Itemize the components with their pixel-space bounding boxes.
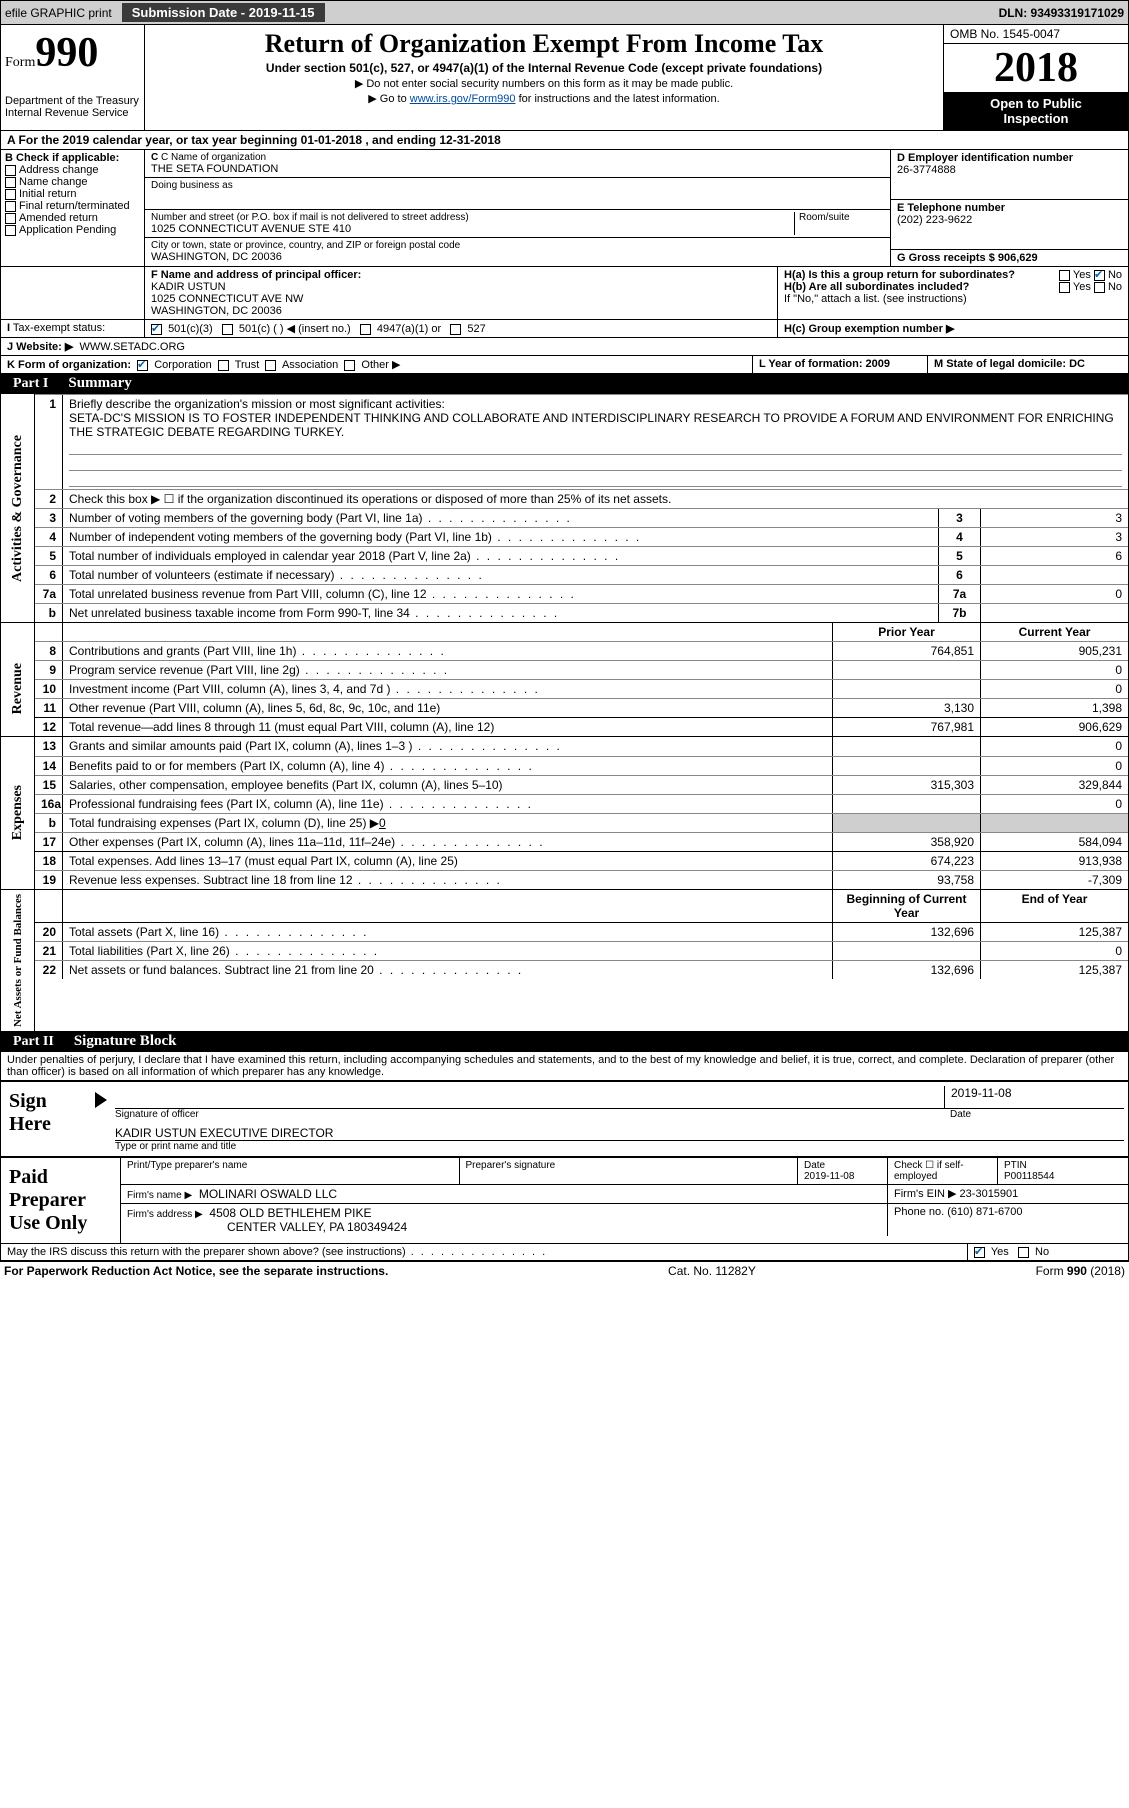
submission-date-pill: Submission Date - 2019-11-15 [122,3,325,22]
box-h: H(a) Is this a group return for subordin… [778,267,1128,319]
paid-preparer-block: Paid Preparer Use Only Print/Type prepar… [1,1156,1128,1243]
ha-no-checkbox[interactable] [1094,270,1105,281]
dept-label: Department of the Treasury Internal Reve… [5,95,140,119]
footer-row: For Paperwork Reduction Act Notice, see … [0,1261,1129,1280]
cb-amended-return[interactable]: Amended return [5,212,140,224]
omb-number: OMB No. 1545-0047 [944,25,1128,44]
form-body: Form990 Department of the Treasury Inter… [0,25,1129,1261]
public-inspection-box: Open to Public Inspection [944,92,1128,130]
sign-here-block: Sign Here 2019-11-08 Signature of office… [1,1080,1128,1156]
cb-address-change[interactable]: Address change [5,164,140,176]
form-number: 990 [35,30,98,76]
form-title: Return of Organization Exempt From Incom… [153,29,935,59]
prior-current-header: Prior Year Current Year [1,622,1128,641]
officer-name: KADIR USTUN EXECUTIVE DIRECTOR [115,1126,1124,1141]
penalties-text: Under penalties of perjury, I declare th… [1,1052,1128,1080]
summary-activities-block: Activities & Governance 1 Briefly descri… [1,394,1128,622]
discuss-row: May the IRS discuss this return with the… [1,1243,1128,1260]
box-f: F Name and address of principal officer:… [145,267,778,319]
cb-corporation[interactable] [137,360,148,371]
form-header: Form990 Department of the Treasury Inter… [1,25,1128,130]
cb-final-return[interactable]: Final return/terminated [5,200,140,212]
activities-label: Activities & Governance [8,431,28,586]
cb-501c3[interactable] [151,324,162,335]
summary-expenses-block: Expenses 13Grants and similar amounts pa… [1,736,1128,889]
website-value: WWW.SETADC.ORG [79,341,185,353]
org-city: WASHINGTON, DC 20036 [151,251,884,263]
box-c: C C Name of organization THE SETA FOUNDA… [145,150,890,266]
instr-2: ▶ Go to www.irs.gov/Form990 for instruct… [153,92,935,105]
part1-bar: Part I Summary [1,373,1128,394]
dln-label: DLN: 93493319171029 [999,6,1124,20]
summary-netassets-block: Net Assets or Fund Balances Beginning of… [1,889,1128,1031]
efile-label: efile GRAPHIC print [5,6,112,20]
efile-topbar: efile GRAPHIC print Submission Date - 20… [0,0,1129,25]
tax-year: 2018 [944,44,1128,92]
website-row: J Website: ▶ WWW.SETADC.ORG [1,337,1128,355]
summary-revenue-block: Revenue 8Contributions and grants (Part … [1,641,1128,736]
org-street: 1025 CONNECTICUT AVENUE STE 410 [151,223,794,235]
cb-name-change[interactable]: Name change [5,176,140,188]
box-b: B Check if applicable: Address change Na… [1,150,145,266]
cb-initial-return[interactable]: Initial return [5,188,140,200]
tax-exempt-row: I Tax-exempt status: 501(c)(3) 501(c) ( … [1,319,1128,337]
org-name: THE SETA FOUNDATION [151,163,884,175]
sign-arrow-icon [95,1092,107,1108]
mission-text: SETA-DC'S MISSION IS TO FOSTER INDEPENDE… [69,411,1114,439]
org-info-row: B Check if applicable: Address change Na… [1,149,1128,266]
cb-application-pending[interactable]: Application Pending [5,224,140,236]
form990-link[interactable]: www.irs.gov/Form990 [410,93,516,105]
form-prefix: Form [5,55,35,70]
period-row: A For the 2019 calendar year, or tax yea… [1,130,1128,149]
ein-value: 26-3774888 [897,164,1122,176]
officer-group-row: F Name and address of principal officer:… [1,266,1128,319]
part2-bar: Part II Signature Block [1,1031,1128,1052]
gross-receipts: G Gross receipts $ 906,629 [891,250,1128,266]
phone-value: (202) 223-9622 [897,214,1122,226]
k-l-m-row: K Form of organization: Corporation Trus… [1,355,1128,373]
instr-1: ▶ Do not enter social security numbers o… [153,77,935,90]
box-d-e-g: D Employer identification number 26-3774… [890,150,1128,266]
discuss-yes-checkbox[interactable] [974,1247,985,1258]
form-subtitle: Under section 501(c), 527, or 4947(a)(1)… [153,61,935,75]
